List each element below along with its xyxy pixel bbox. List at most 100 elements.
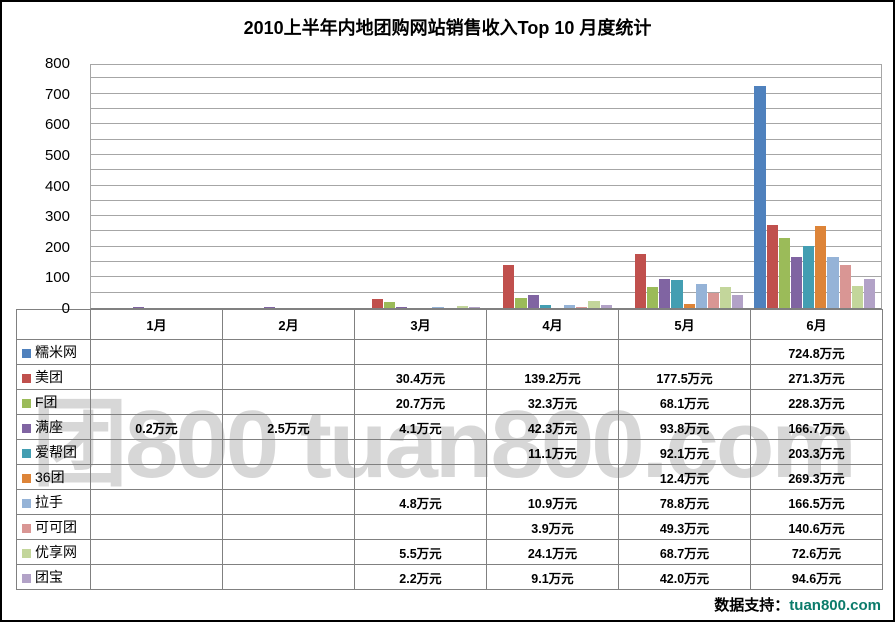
series-name: 团宝 — [35, 569, 63, 585]
gridline — [91, 199, 881, 201]
bar-团宝-4月 — [600, 305, 612, 308]
series-name: 可可团 — [35, 519, 77, 535]
gridline — [91, 77, 881, 79]
legend-swatch-icon — [22, 524, 31, 533]
gridline — [91, 276, 881, 278]
value-36团-2月 — [222, 464, 355, 490]
value-满座-5月: 93.8万元 — [618, 414, 751, 440]
series-name: 满座 — [35, 419, 63, 435]
value-团宝-1月 — [90, 564, 223, 590]
legend-swatch-icon — [22, 349, 31, 358]
bar-满座-2月 — [264, 307, 276, 308]
series-name: 美团 — [35, 369, 63, 385]
value-拉手-4月: 10.9万元 — [486, 489, 619, 515]
bar-36团-5月 — [683, 304, 695, 308]
bar-爱帮团-4月 — [539, 304, 551, 308]
value-拉手-3月: 4.8万元 — [354, 489, 487, 515]
value-美团-2月 — [222, 364, 355, 390]
gridline — [91, 230, 881, 232]
bar-美团-4月 — [503, 265, 515, 308]
credit-source: tuan800.com — [789, 597, 881, 614]
month-header-5月: 5月 — [618, 309, 751, 340]
y-axis: 0 100 200 300 400 500 600 700 800 — [2, 56, 80, 317]
bar-满座-6月 — [790, 256, 803, 308]
legend-swatch-icon — [22, 549, 31, 558]
month-header-4月: 4月 — [486, 309, 619, 340]
table-row-36团: 36团 12.4万元 269.3万元 — [16, 464, 883, 490]
value-糯米网-4月 — [486, 339, 619, 365]
value-团宝-5月: 42.0万元 — [618, 564, 751, 590]
value-可可团-4月: 3.9万元 — [486, 514, 619, 540]
value-团宝-2月 — [222, 564, 355, 590]
value-可可团-1月 — [90, 514, 223, 540]
value-优享网-1月 — [90, 539, 223, 565]
legend-swatch-icon — [22, 499, 31, 508]
value-F团-2月 — [222, 389, 355, 415]
value-爱帮团-6月: 203.3万元 — [750, 439, 883, 465]
y-tick-label: 600 — [44, 116, 70, 134]
data-table: 1月 2月 3月 4月 5月 6月 糯米网 724.8万元 美团 30.4万元 139.2万元 177… — [16, 309, 883, 590]
bar-优享网-3月 — [456, 306, 468, 308]
legend-swatch-icon — [22, 399, 31, 408]
bar-优享网-4月 — [588, 300, 600, 308]
value-优享网-3月: 5.5万元 — [354, 539, 487, 565]
legend-cell-团宝: 团宝 — [16, 564, 91, 590]
series-name: 爱帮团 — [35, 444, 77, 460]
table-row-团宝: 团宝 2.2万元 9.1万元 42.0万元 94.6万元 — [16, 564, 883, 590]
bar-group-1月 — [91, 65, 223, 308]
bar-满座-5月 — [659, 279, 671, 308]
value-拉手-5月: 78.8万元 — [618, 489, 751, 515]
bar-可可团-5月 — [707, 292, 720, 308]
value-满座-2月: 2.5万元 — [222, 414, 355, 440]
value-可可团-6月: 140.6万元 — [750, 514, 883, 540]
gridline — [91, 184, 881, 186]
bar-group-3月 — [354, 65, 486, 308]
bar-group-5月 — [618, 65, 750, 308]
legend-cell-糯米网: 糯米网 — [16, 339, 91, 365]
value-团宝-3月: 2.2万元 — [354, 564, 487, 590]
value-糯米网-1月 — [90, 339, 223, 365]
table-row-满座: 满座 0.2万元 2.5万元 4.1万元 42.3万元 93.8万元 166.7万元 — [16, 414, 883, 440]
month-header-1月: 1月 — [90, 309, 223, 340]
value-F团-3月: 20.7万元 — [354, 389, 487, 415]
table-row-拉手: 拉手 4.8万元 10.9万元 78.8万元 166.5万元 — [16, 489, 883, 515]
value-美团-1月 — [90, 364, 223, 390]
legend-swatch-icon — [22, 474, 31, 483]
legend-cell-F团: F团 — [16, 389, 91, 415]
value-糯米网-2月 — [222, 339, 355, 365]
gridline — [91, 107, 881, 109]
table-row-可可团: 可可团 3.9万元 49.3万元 140.6万元 — [16, 514, 883, 540]
bar-糯米网-6月 — [754, 86, 766, 308]
legend-swatch-icon — [22, 449, 31, 458]
gridline — [91, 169, 881, 171]
gridline — [91, 92, 881, 94]
value-拉手-6月: 166.5万元 — [750, 489, 883, 515]
bar-优享网-5月 — [720, 286, 732, 308]
bar-group-6月 — [749, 65, 881, 308]
bar-拉手-6月 — [827, 257, 839, 308]
month-header-6月: 6月 — [750, 309, 883, 340]
table-row-F团: F团 20.7万元 32.3万元 68.1万元 228.3万元 — [16, 389, 883, 415]
value-团宝-6月: 94.6万元 — [750, 564, 883, 590]
value-F团-1月 — [90, 389, 223, 415]
bar-可可团-4月 — [576, 306, 588, 308]
legend-swatch-icon — [22, 374, 31, 383]
value-36团-3月 — [354, 464, 487, 490]
gridline — [91, 153, 881, 155]
month-header-3月: 3月 — [354, 309, 487, 340]
series-name: 优享网 — [35, 544, 77, 560]
value-拉手-1月 — [90, 489, 223, 515]
legend-swatch-icon — [22, 574, 31, 583]
value-拉手-2月 — [222, 489, 355, 515]
y-tick-label: 700 — [44, 85, 70, 103]
gridline — [91, 261, 881, 263]
value-满座-1月: 0.2万元 — [90, 414, 223, 440]
value-团宝-4月: 9.1万元 — [486, 564, 619, 590]
table-corner-cell — [16, 309, 91, 340]
bar-36团-6月 — [815, 225, 827, 308]
value-F团-5月: 68.1万元 — [618, 389, 751, 415]
value-36团-1月 — [90, 464, 223, 490]
value-36团-4月 — [486, 464, 619, 490]
bar-满座-1月 — [132, 307, 144, 308]
legend-cell-可可团: 可可团 — [16, 514, 91, 540]
